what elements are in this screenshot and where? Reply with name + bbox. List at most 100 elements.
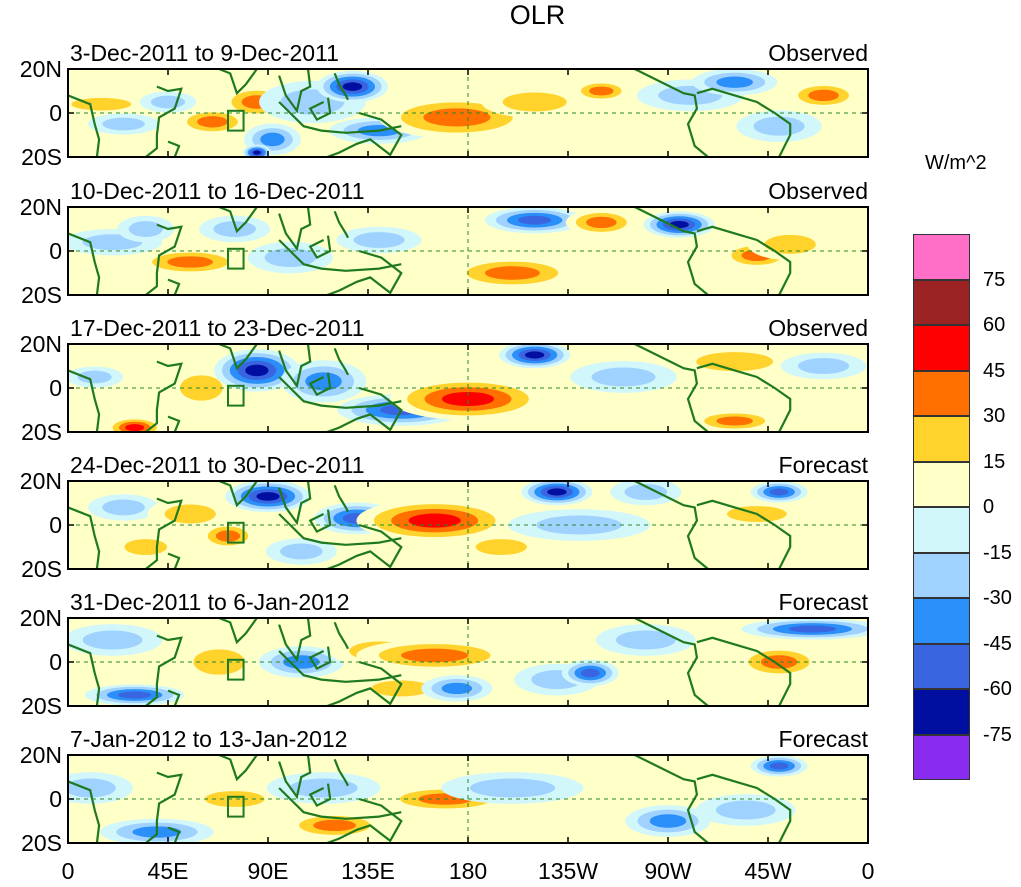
y-tick-label: 20S	[21, 144, 62, 170]
coastline-1	[145, 223, 183, 295]
panel-period: 24-Dec-2011 to 30-Dec-2011	[70, 452, 365, 478]
y-tick-label: 0	[49, 238, 62, 264]
olr-anomaly-4-1	[102, 499, 145, 516]
olr-anomaly-3-3	[125, 424, 145, 432]
olr-anomaly-3-2	[305, 372, 342, 391]
olr-anomaly-1-2	[260, 132, 285, 147]
olr-anomaly-1-1	[502, 92, 567, 112]
colorbar-tick-label: 75	[983, 268, 1006, 291]
colorbar-tick-label: -30	[983, 587, 1012, 609]
coastline-4	[278, 481, 312, 526]
coastline-7	[333, 210, 349, 239]
colorbar-swatch	[913, 734, 970, 780]
olr-anomaly-4-1	[280, 543, 323, 560]
coastline-1	[145, 497, 183, 569]
panel-period: 31-Dec-2011 to 6-Jan-2012	[70, 589, 350, 615]
olr-anomaly-1-1	[150, 95, 186, 109]
x-tick-label: 90E	[247, 858, 289, 884]
coastline-7	[333, 621, 349, 650]
coastline-4	[278, 755, 312, 800]
panel-5	[68, 618, 868, 706]
x-tick-label: 135E	[341, 858, 395, 884]
coastline-4	[278, 207, 312, 252]
y-tick-label: 20S	[21, 282, 62, 308]
coastline-9	[634, 344, 709, 432]
coastline-10	[696, 636, 792, 706]
coastline-2	[167, 826, 181, 843]
olr-anomaly-4-1	[164, 504, 216, 524]
olr-anomaly-1-1	[102, 117, 145, 131]
x-tick-label: 135W	[537, 858, 599, 884]
x-tick-label: 0	[861, 858, 875, 884]
olr-anomaly-3-1	[696, 352, 774, 372]
y-tick-label: 20N	[19, 331, 62, 357]
coastline-5	[278, 101, 402, 134]
olr-anomaly-5-1	[82, 630, 143, 650]
panel-period: 17-Dec-2011 to 23-Dec-2011	[70, 315, 365, 341]
olr-anomaly-3-3	[441, 391, 495, 407]
coastline-10	[696, 87, 792, 157]
panel-6	[68, 755, 868, 843]
colorbar-tick-label: 0	[983, 496, 995, 518]
olr-anomaly-2-1	[213, 221, 256, 237]
olr-anomaly-3-4	[245, 364, 269, 377]
colorbar-swatch	[913, 598, 970, 644]
olr-anomaly-5-3	[580, 668, 600, 678]
coastline-4	[278, 344, 312, 389]
colorbar-swatch	[913, 416, 970, 462]
y-tick-label: 20S	[21, 830, 62, 856]
y-tick-label: 20S	[21, 693, 62, 719]
coastline-3	[218, 344, 258, 371]
colorbar-swatch	[913, 370, 970, 416]
region-box	[227, 109, 245, 132]
olr-anomaly-4-1	[536, 515, 622, 535]
olr-anomaly-2-2	[167, 256, 214, 268]
coastline-9	[634, 69, 709, 157]
y-tick-label: 20S	[21, 556, 62, 582]
colorbar-tick-label: -75	[983, 723, 1012, 746]
coastline-3	[218, 481, 258, 508]
coastline-0	[68, 369, 101, 432]
panel-1	[68, 69, 868, 157]
colorbar-swatch	[913, 461, 970, 507]
panel-type: Observed	[768, 40, 868, 66]
coastline-8	[324, 386, 403, 432]
olr-anomaly-1-2	[423, 108, 491, 127]
y-tick-label: 20S	[21, 419, 62, 445]
colorbar-unit: W/m^2	[925, 152, 987, 174]
coastline-6	[308, 783, 332, 808]
olr-anomaly-5-2	[441, 682, 473, 695]
olr-anomaly-6-1	[469, 778, 556, 798]
coastline-7	[333, 347, 349, 376]
olr-anomaly-6-1	[68, 778, 116, 798]
coastline-3	[218, 618, 258, 645]
coastline-9	[634, 481, 709, 569]
coastline-1	[145, 771, 183, 843]
coastline-10	[696, 773, 792, 843]
colorbar-swatch	[913, 279, 970, 325]
olr-anomaly-1-1	[753, 116, 805, 136]
coastline-10	[696, 362, 792, 432]
y-tick-label: 20N	[19, 468, 62, 494]
olr-anomaly-5-1	[371, 680, 432, 697]
colorbar-swatch	[913, 507, 970, 553]
panel-type: Observed	[768, 178, 868, 204]
olr-anomaly-6-2	[649, 814, 687, 828]
panel-period: 7-Jan-2012 to 13-Jan-2012	[70, 726, 348, 752]
coastline-2	[167, 552, 181, 569]
coastline-8	[324, 111, 403, 157]
coastline-2	[167, 415, 181, 432]
x-tick-label: 0	[61, 858, 75, 884]
colorbar-tick-label: -15	[983, 541, 1012, 564]
coastline-9	[634, 207, 709, 295]
olr-anomaly-2-1	[128, 221, 163, 237]
coastline-6	[308, 646, 332, 671]
colorbar-tick-label: 30	[983, 405, 1006, 427]
coastline-0	[68, 506, 101, 569]
region-box	[227, 658, 245, 681]
coastline-7	[333, 484, 349, 513]
coastline-0	[68, 94, 101, 157]
coastline-8	[324, 797, 403, 843]
olr-anomaly-3-1	[797, 358, 850, 374]
